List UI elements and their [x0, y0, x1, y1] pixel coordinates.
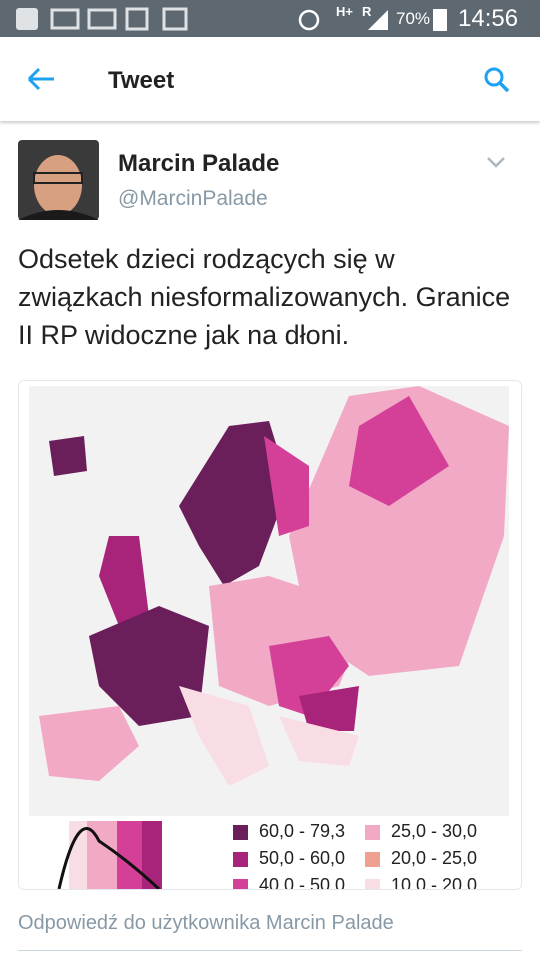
author-handle[interactable]: @MarcinPalade	[118, 187, 268, 210]
app-bar: Tweet	[0, 37, 540, 121]
distribution-chart	[57, 821, 162, 889]
roaming: R	[362, 4, 372, 19]
battery-level: 70%	[396, 9, 431, 28]
clock: 14:56	[458, 5, 519, 32]
legend-label: 10,0 - 20,0	[391, 875, 478, 890]
alarm-icon	[298, 9, 320, 31]
legend-swatch	[233, 852, 248, 867]
legend-swatch	[233, 879, 248, 889]
notification-icons	[16, 7, 188, 31]
map	[29, 386, 509, 816]
tweet-text: Odsetek dzieci rodzących się w związkach…	[18, 244, 511, 350]
author-name[interactable]: Marcin Palade	[118, 150, 280, 177]
legend-label: 40,0 - 50,0	[259, 875, 346, 890]
signal-icon	[368, 10, 388, 30]
legend-swatch	[233, 825, 248, 840]
status-bar: H+ R 70% 14:56	[0, 0, 540, 37]
reply-input[interactable]: Odpowiedź do użytkownika Marcin Palade	[18, 912, 394, 934]
network-type: H+	[336, 4, 353, 19]
legend-label: 20,0 - 25,0	[391, 848, 478, 868]
map-legend: 60,0 - 79,3 50,0 - 60,0 40,0 - 50,0 25,0 - …	[233, 821, 513, 889]
tweet-menu[interactable]	[486, 155, 506, 169]
legend-swatch	[365, 879, 380, 889]
legend-label: 50,0 - 60,0	[259, 848, 346, 868]
tweet-image[interactable]: 60,0 - 79,3 50,0 - 60,0 40,0 - 50,0 25,0 - …	[18, 380, 522, 890]
legend-swatch	[365, 825, 380, 840]
search-button[interactable]	[482, 65, 512, 95]
screen-title: Tweet	[108, 67, 175, 94]
legend-label: 25,0 - 30,0	[391, 821, 478, 841]
reply-underline	[18, 950, 522, 951]
legend-swatch	[365, 852, 380, 867]
back-button[interactable]	[26, 66, 56, 92]
legend-label: 60,0 - 79,3	[259, 821, 346, 841]
avatar[interactable]	[18, 140, 99, 220]
battery-icon	[433, 9, 447, 31]
